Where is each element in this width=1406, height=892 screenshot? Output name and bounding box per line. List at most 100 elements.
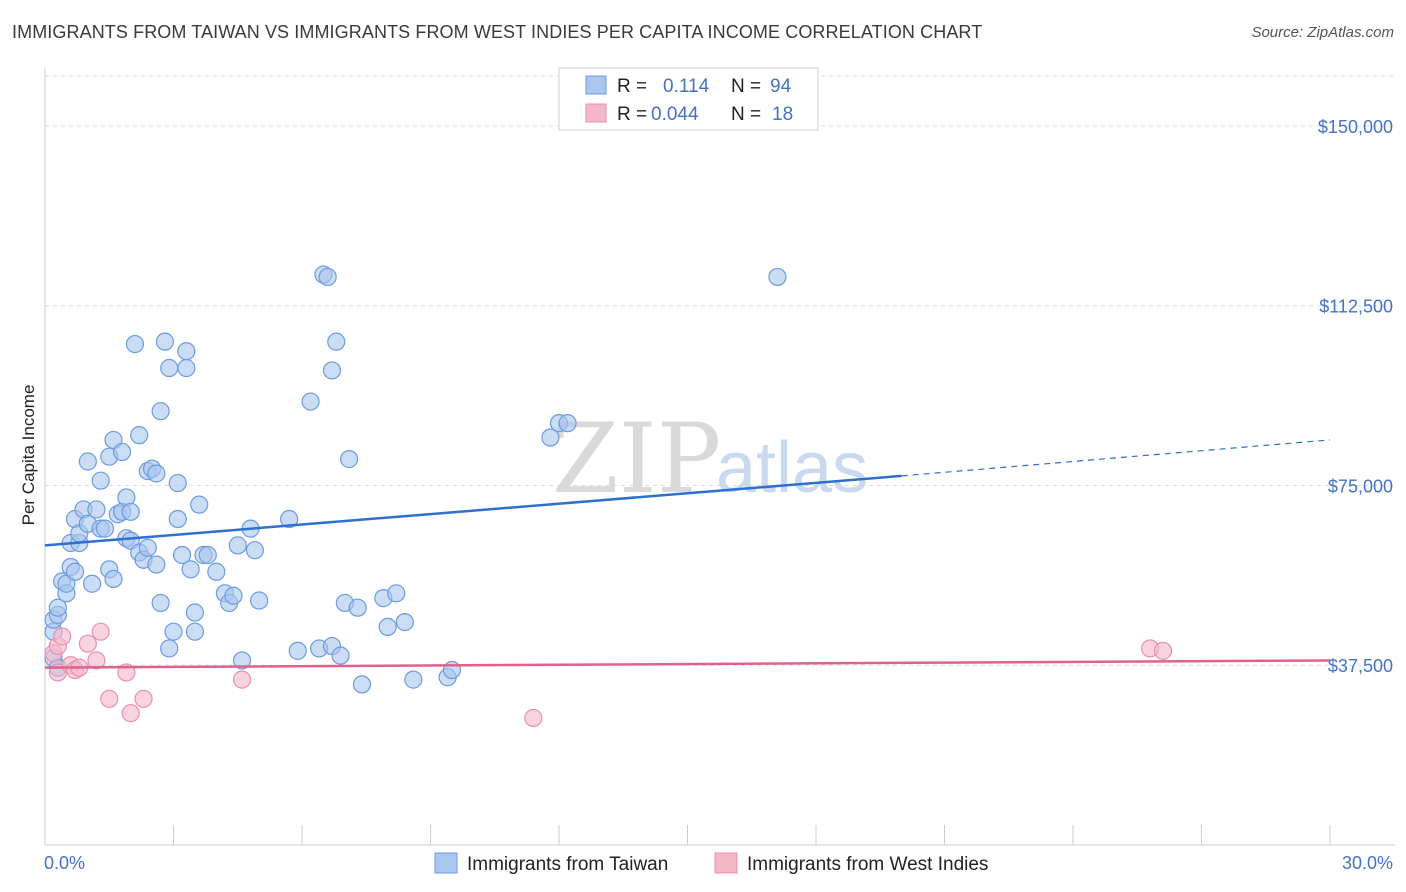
point-westindies-8 — [87, 651, 106, 670]
point-taiwan-74 — [318, 267, 337, 287]
bottom-legend: Immigrants from Taiwan Immigrants from W… — [434, 852, 988, 875]
grid-lines — [45, 75, 1395, 666]
source-label: Source: ZipAtlas.com — [1251, 24, 1394, 41]
point-taiwan-47 — [160, 358, 179, 378]
axes — [44, 68, 1395, 846]
point-taiwan-55 — [185, 622, 205, 641]
point-taiwan-17 — [78, 452, 97, 471]
point-westindies-9 — [91, 622, 110, 641]
watermark-atlas: atlas — [716, 428, 868, 508]
legend-n-value-westindies: 18 — [772, 104, 793, 125]
point-taiwan-45 — [155, 332, 175, 351]
trend-line-taiwan — [44, 474, 902, 547]
point-taiwan-56 — [185, 603, 205, 622]
point-taiwan-63 — [224, 586, 243, 605]
point-taiwan-25 — [104, 569, 123, 589]
point-taiwan-70 — [288, 641, 307, 660]
legend: R = 0.114 N = 94 R = 0.044 N = 18 — [558, 67, 819, 131]
legend-n-value-taiwan: 94 — [770, 76, 792, 97]
point-taiwan-84 — [378, 617, 397, 636]
watermark: ZIP atlas — [552, 403, 868, 515]
legend-n-label-westindies: N = — [731, 104, 761, 125]
legend-swatch-westindies — [585, 103, 607, 123]
point-taiwan-52 — [177, 358, 196, 378]
point-taiwan-42 — [147, 464, 166, 483]
y-axis-title: Per Capita Income — [19, 385, 38, 526]
point-taiwan-59 — [198, 545, 217, 565]
point-taiwan-38 — [138, 538, 157, 557]
x-tick-label-end: 30.0% — [1342, 853, 1393, 873]
trend-line-taiwan-extension — [901, 439, 1331, 477]
point-taiwan-69 — [280, 509, 299, 529]
point-taiwan-32 — [121, 502, 140, 521]
point-taiwan-43 — [151, 593, 170, 613]
y-tick-label-3: $150,000 — [1318, 117, 1393, 137]
x-tick-labels: 0.0% 30.0% — [44, 853, 1393, 873]
point-westindies-15 — [524, 708, 543, 728]
legend-r-value-westindies: 0.044 — [651, 104, 699, 125]
point-taiwan-44 — [151, 402, 170, 421]
x-tick-label-start: 0.0% — [44, 853, 85, 873]
point-westindies-10 — [100, 689, 119, 708]
point-taiwan-71 — [301, 392, 320, 411]
point-westindies-3 — [53, 627, 72, 646]
point-taiwan-54 — [181, 560, 200, 579]
point-taiwan-28 — [112, 442, 132, 462]
chart-title: IMMIGRANTS FROM TAIWAN VS IMMIGRANTS FRO… — [12, 22, 983, 42]
point-taiwan-80 — [340, 450, 359, 469]
point-taiwan-53 — [177, 342, 196, 361]
point-taiwan-85 — [387, 584, 406, 603]
point-taiwan-87 — [404, 670, 423, 689]
point-taiwan-67 — [245, 541, 264, 560]
legend-n-label-taiwan: N = — [731, 76, 761, 97]
y-tick-labels: $37,500 $75,000 $112,500 $150,000 — [1318, 117, 1393, 676]
point-taiwan-57 — [190, 495, 209, 514]
point-taiwan-41 — [147, 555, 166, 574]
point-taiwan-12 — [65, 562, 85, 581]
point-taiwan-51 — [172, 545, 192, 565]
bottom-legend-label-taiwan: Immigrants from Taiwan — [467, 854, 668, 875]
point-westindies-7 — [78, 634, 97, 653]
point-taiwan-82 — [352, 675, 372, 694]
point-taiwan-86 — [395, 612, 414, 632]
point-taiwan-36 — [130, 426, 149, 445]
data-points — [44, 265, 1173, 728]
point-taiwan-68 — [250, 591, 269, 610]
point-taiwan-64 — [228, 536, 247, 555]
point-taiwan-34 — [125, 334, 145, 354]
trend-line-westindies — [44, 659, 1331, 669]
point-taiwan-20 — [91, 471, 110, 490]
point-taiwan-48 — [164, 622, 183, 641]
legend-swatch-taiwan — [585, 75, 607, 95]
point-taiwan-22 — [95, 519, 115, 538]
point-taiwan-75 — [322, 361, 342, 380]
point-taiwan-90 — [541, 428, 560, 447]
point-taiwan-92 — [558, 414, 577, 433]
point-taiwan-93 — [768, 267, 787, 287]
legend-r-label-westindies: R = — [617, 104, 647, 125]
bottom-legend-swatch-westindies — [714, 852, 738, 874]
y-tick-label-0: $37,500 — [1328, 656, 1393, 676]
point-taiwan-50 — [168, 509, 187, 529]
bottom-legend-label-westindies: Immigrants from West Indies — [747, 854, 988, 875]
point-taiwan-65 — [232, 651, 252, 670]
point-taiwan-77 — [327, 332, 346, 351]
point-taiwan-46 — [160, 639, 179, 658]
point-westindies-14 — [232, 670, 252, 689]
y-tick-label-1: $75,000 — [1328, 476, 1393, 496]
legend-r-value-taiwan: 0.114 — [663, 76, 710, 97]
point-taiwan-78 — [331, 646, 350, 665]
point-taiwan-18 — [83, 574, 102, 593]
bottom-legend-swatch-taiwan — [434, 852, 458, 874]
point-taiwan-49 — [168, 473, 187, 493]
point-westindies-17 — [1153, 641, 1173, 660]
point-taiwan-19 — [87, 500, 106, 519]
point-taiwan-4 — [48, 598, 67, 617]
point-taiwan-60 — [207, 562, 226, 581]
point-westindies-13 — [134, 689, 153, 708]
trend-lines — [44, 439, 1331, 669]
point-taiwan-81 — [348, 598, 367, 617]
legend-r-label-taiwan: R = — [617, 76, 647, 97]
y-tick-label-2: $112,500 — [1319, 297, 1393, 317]
